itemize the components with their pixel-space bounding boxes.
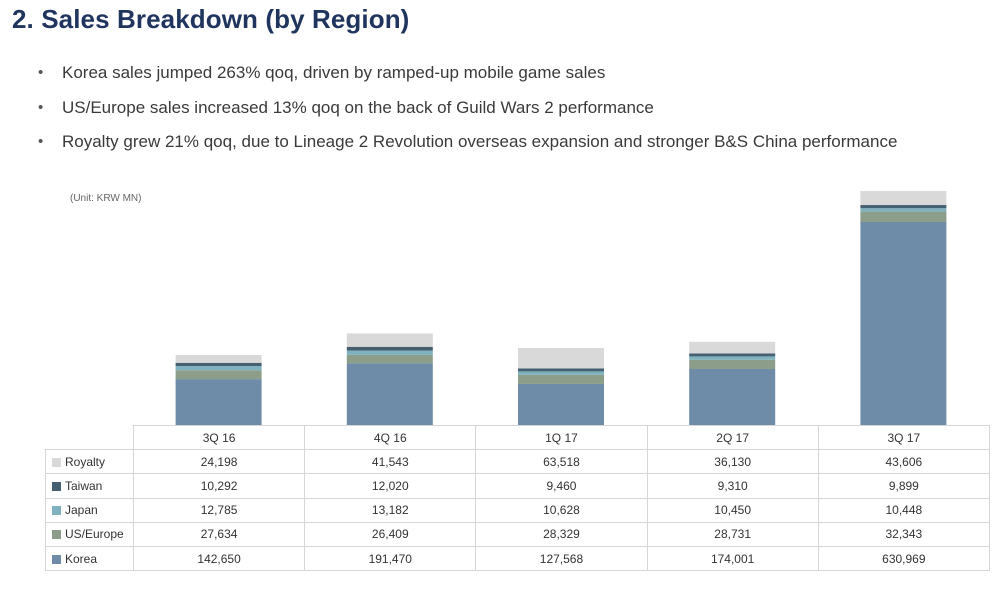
legend-swatch	[52, 554, 61, 564]
bar-us-europe-1q-17	[518, 374, 604, 384]
value-taiwan: 9,460	[475, 473, 648, 499]
legend-swatch	[52, 481, 61, 491]
value-korea: 127,568	[475, 545, 648, 572]
bar-japan-3q-16	[175, 366, 262, 371]
bar-korea-2q-17	[689, 369, 776, 425]
bar-japan-1q-17	[518, 371, 604, 375]
category-label: 3Q 16	[132, 424, 306, 451]
summary-bullets: Korea sales jumped 263% qoq, driven by r…	[38, 62, 897, 166]
category-label: 3Q 17	[817, 424, 990, 451]
legend-royalty: Royalty	[45, 449, 134, 475]
legend-korea: Korea	[45, 545, 134, 572]
unit-note: (Unit: KRW MN)	[70, 193, 142, 204]
table-row: Taiwan 10,292 12,020 9,460 9,310 9,899	[45, 473, 990, 499]
bar-taiwan-1q-17	[518, 368, 604, 372]
value-japan: 12,785	[132, 497, 306, 523]
table-row: Korea 142,650 191,470 127,568 174,001 630,969	[45, 545, 990, 572]
value-us-europe: 27,634	[132, 521, 306, 547]
value-royalty: 43,606	[817, 449, 990, 475]
bar-taiwan-3q-16	[175, 362, 262, 367]
value-royalty: 63,518	[475, 449, 648, 475]
value-us-europe: 26,409	[304, 521, 477, 547]
legend-label: Korea	[65, 551, 98, 566]
bullet-us-europe: US/Europe sales increased 13% qoq on the…	[38, 97, 897, 132]
value-taiwan: 9,899	[817, 473, 990, 499]
bar-korea-1q-17	[518, 383, 604, 425]
table-row: Japan 12,785 13,182 10,628 10,450 10,448	[45, 497, 990, 523]
legend-label: US/Europe	[65, 527, 124, 542]
value-taiwan: 10,292	[132, 473, 306, 499]
value-royalty: 41,543	[304, 449, 477, 475]
value-taiwan: 9,310	[646, 473, 819, 499]
category-label: 1Q 17	[475, 424, 648, 451]
table-corner	[45, 425, 134, 451]
value-korea: 142,650	[132, 545, 306, 572]
value-japan: 10,628	[475, 497, 648, 523]
value-us-europe: 28,731	[646, 521, 819, 547]
value-japan: 10,448	[817, 497, 990, 523]
legend-taiwan: Taiwan	[45, 473, 134, 499]
bar-royalty-1q-17	[518, 347, 604, 369]
legend-us-europe: US/Europe	[45, 521, 134, 547]
bar-korea-3q-17	[860, 221, 947, 425]
bar-royalty-2q-17	[689, 341, 776, 354]
bar-japan-3q-17	[860, 208, 947, 212]
bar-us-europe-3q-17	[860, 211, 947, 222]
bar-us-europe-2q-17	[689, 359, 776, 370]
bar-us-europe-4q-16	[346, 354, 433, 364]
data-table: 3Q 16 4Q 16 1Q 17 2Q 17 3Q 17 Royalty 24,198 41…	[45, 424, 990, 572]
value-taiwan: 12,020	[304, 473, 477, 499]
legend-label: Japan	[65, 503, 98, 518]
legend-swatch	[52, 457, 61, 467]
bullet-royalty: Royalty grew 21% qoq, due to Lineage 2 R…	[38, 131, 897, 166]
bar-royalty-3q-17	[860, 191, 947, 206]
legend-swatch	[52, 530, 61, 540]
legend-label: Royalty	[65, 454, 106, 469]
value-japan: 10,450	[646, 497, 819, 523]
legend-label: Taiwan	[65, 478, 103, 493]
bar-royalty-3q-16	[175, 355, 262, 363]
legend-swatch	[52, 506, 61, 516]
value-korea: 174,001	[646, 545, 819, 572]
bullet-korea: Korea sales jumped 263% qoq, driven by r…	[38, 62, 897, 97]
bar-taiwan-4q-16	[346, 346, 433, 351]
value-japan: 13,182	[304, 497, 477, 523]
value-korea: 191,470	[304, 545, 477, 572]
bar-japan-4q-16	[346, 350, 433, 355]
value-royalty: 36,130	[646, 449, 819, 475]
table-row: US/Europe 27,634 26,409 28,329 28,731 32,343	[45, 521, 990, 547]
bar-royalty-4q-16	[346, 333, 433, 347]
legend-japan: Japan	[45, 497, 134, 523]
bar-korea-4q-16	[346, 363, 433, 425]
value-korea: 630,969	[817, 545, 990, 572]
bar-japan-2q-17	[689, 356, 776, 360]
category-label: 4Q 16	[304, 424, 477, 451]
value-us-europe: 32,343	[817, 521, 990, 547]
category-label: 2Q 17	[646, 424, 819, 451]
bar-taiwan-3q-17	[860, 205, 947, 209]
bar-korea-3q-16	[175, 379, 262, 425]
bar-us-europe-3q-16	[175, 370, 262, 380]
value-us-europe: 28,329	[475, 521, 648, 547]
page-title: 2. Sales Breakdown (by Region)	[12, 4, 410, 34]
value-royalty: 24,198	[132, 449, 306, 475]
table-row: Royalty 24,198 41,543 63,518 36,130 43,606	[45, 449, 990, 475]
bar-taiwan-2q-17	[689, 353, 776, 357]
